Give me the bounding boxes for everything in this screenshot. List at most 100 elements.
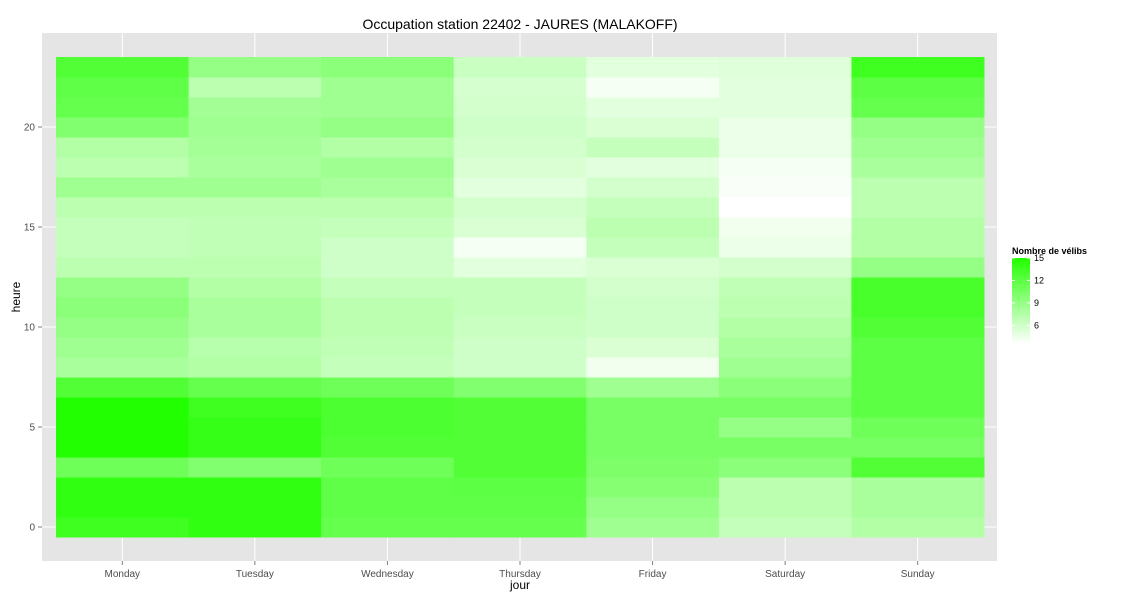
x-tick-label: Monday	[104, 569, 140, 580]
heatmap-cell	[851, 137, 985, 158]
legend-tick-label: 12	[1034, 275, 1044, 285]
heatmap-cell	[453, 337, 587, 358]
heatmap-cell	[321, 437, 455, 458]
heatmap-cell	[718, 157, 852, 178]
x-tick-label: Sunday	[901, 569, 935, 580]
heatmap-cell	[718, 197, 852, 218]
heatmap-cell	[586, 217, 720, 238]
heatmap-cell	[851, 517, 985, 538]
legend-tick-label: 6	[1034, 320, 1039, 330]
heatmap-cell	[56, 337, 190, 358]
heatmap-cell	[188, 417, 322, 438]
y-tick-label: 15	[24, 223, 36, 234]
heatmap-cell	[56, 197, 190, 218]
heatmap-cell	[851, 117, 985, 138]
heatmap-cell	[188, 457, 322, 478]
heatmap-cell	[56, 137, 190, 158]
heatmap-cell	[718, 397, 852, 418]
heatmap-cell	[718, 97, 852, 118]
heatmap-cell	[718, 437, 852, 458]
heatmap-cell	[718, 497, 852, 518]
heatmap-cell	[718, 297, 852, 318]
heatmap-cell	[453, 77, 587, 98]
heatmap-cell	[718, 257, 852, 278]
heatmap-cell	[321, 217, 455, 238]
heatmap-cell	[188, 357, 322, 378]
x-tick-label: Saturday	[765, 569, 805, 580]
heatmap-cell	[56, 297, 190, 318]
heatmap-cell	[56, 517, 190, 538]
heatmap-cell	[56, 77, 190, 98]
heatmap-cell	[453, 217, 587, 238]
heatmap-cell	[56, 397, 190, 418]
heatmap-cell	[586, 317, 720, 338]
heatmap-cell	[453, 357, 587, 378]
heatmap-cell	[453, 197, 587, 218]
heatmap-cell	[321, 377, 455, 398]
heatmap-cell	[851, 477, 985, 498]
heatmap-cell	[718, 377, 852, 398]
heatmap-cell	[718, 477, 852, 498]
heatmap-cell	[718, 137, 852, 158]
heatmap-cell	[453, 377, 587, 398]
heatmap-cell	[188, 197, 322, 218]
heatmap-cell	[586, 177, 720, 198]
y-axis: 0 5 10 15 20	[24, 123, 42, 534]
heatmap-cell	[56, 437, 190, 458]
heatmap-cell	[586, 77, 720, 98]
heatmap-cell	[321, 517, 455, 538]
heatmap-cell	[718, 357, 852, 378]
heatmap-cell	[453, 137, 587, 158]
heatmap-cell	[188, 317, 322, 338]
heatmap-cell	[851, 357, 985, 378]
heatmap-cell	[718, 57, 852, 78]
heatmap-cell	[56, 457, 190, 478]
heatmap-cell	[718, 417, 852, 438]
heatmap-cell	[321, 457, 455, 478]
heatmap-cell	[453, 457, 587, 478]
y-axis-title: heure	[9, 281, 23, 312]
heatmap-cell	[586, 257, 720, 278]
heatmap-cell	[586, 357, 720, 378]
heatmap-cell	[56, 57, 190, 78]
y-tick-label: 5	[29, 423, 35, 434]
heatmap-cell	[56, 477, 190, 498]
heatmap-cell	[851, 417, 985, 438]
heatmap-cell	[453, 397, 587, 418]
heatmap-cell	[321, 397, 455, 418]
heatmap-cell	[718, 317, 852, 338]
heatmap-cell	[321, 417, 455, 438]
heatmap-cell	[586, 97, 720, 118]
heatmap-cell	[56, 317, 190, 338]
heatmap-cell	[321, 317, 455, 338]
heatmap-cell	[188, 157, 322, 178]
heatmap-cell	[321, 77, 455, 98]
heatmap-cell	[851, 197, 985, 218]
heatmap-cell	[718, 457, 852, 478]
heatmap-cell	[321, 197, 455, 218]
heatmap-cell	[718, 337, 852, 358]
legend-tick-label: 15	[1034, 253, 1044, 263]
heatmap-tiles	[56, 57, 985, 538]
heatmap-cell	[321, 277, 455, 298]
heatmap-cell	[851, 177, 985, 198]
heatmap-cell	[851, 457, 985, 478]
heatmap-cell	[188, 57, 322, 78]
heatmap-cell	[188, 137, 322, 158]
heatmap-cell	[56, 257, 190, 278]
legend-color-bar	[1012, 258, 1030, 344]
heatmap-cell	[188, 277, 322, 298]
heatmap-cell	[851, 337, 985, 358]
heatmap-cell	[586, 197, 720, 218]
heatmap-cell	[321, 237, 455, 258]
y-tick-label: 20	[24, 123, 36, 134]
heatmap-cell	[586, 517, 720, 538]
x-tick-label: Wednesday	[361, 569, 414, 580]
heatmap-cell	[718, 77, 852, 98]
heatmap-cell	[188, 517, 322, 538]
heatmap-cell	[453, 417, 587, 438]
heatmap-cell	[851, 157, 985, 178]
heatmap-cell	[586, 277, 720, 298]
heatmap-cell	[321, 497, 455, 518]
heatmap-cell	[851, 437, 985, 458]
